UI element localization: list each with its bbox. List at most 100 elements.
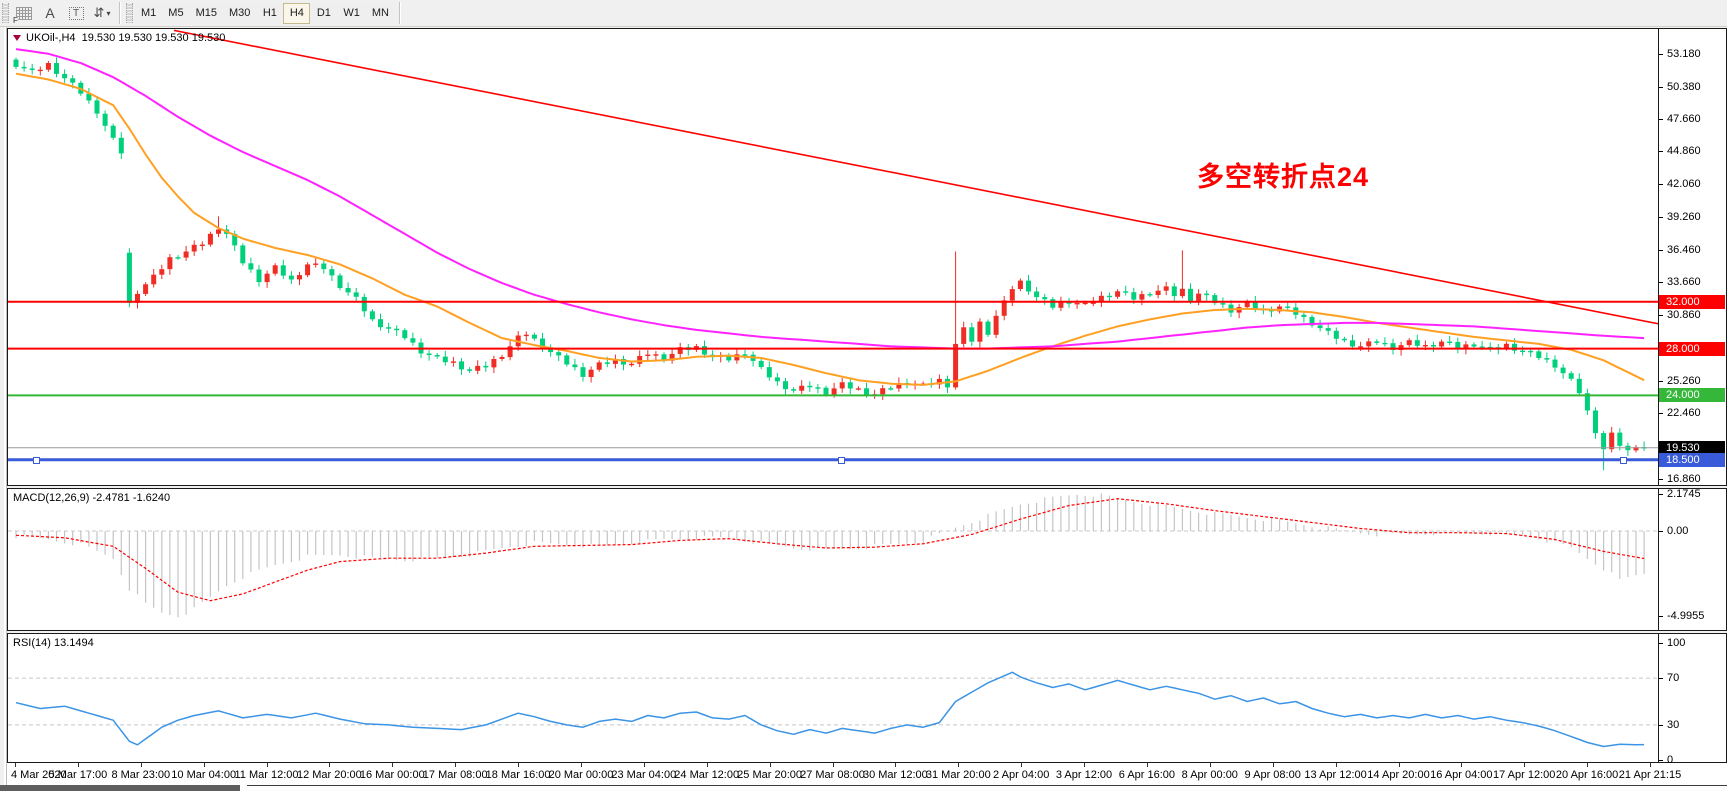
price-tick-label: 44.860: [1667, 145, 1701, 158]
symbol-dropdown-icon[interactable]: [13, 35, 21, 41]
hline-handle-0[interactable]: [33, 456, 40, 464]
hline-handle-1[interactable]: [838, 456, 845, 464]
price-level-box-18.500: 18.500: [1659, 452, 1725, 467]
arrows-glyph: ⇵: [93, 5, 105, 20]
toolbar-separator-2: [398, 2, 400, 24]
text-label-icon[interactable]: T: [63, 3, 89, 24]
snap-grid-icon[interactable]: F: [11, 3, 37, 25]
macd-signal-line: [15, 498, 1645, 602]
axis-tick: [1659, 494, 1663, 495]
time-label: 30 Mar 12:00: [862, 769, 928, 781]
time-tick: [140, 763, 142, 767]
rsi-tick-label: 70: [1667, 672, 1680, 685]
tf-button-m15[interactable]: M15: [189, 2, 223, 24]
macd-plot[interactable]: [8, 489, 1658, 630]
price-tick-label: 36.460: [1667, 243, 1701, 256]
grid-glyph: [16, 6, 32, 20]
time-label: 23 Mar 04:00: [611, 769, 677, 781]
rsi-line: [15, 671, 1645, 748]
time-tick: [643, 763, 645, 767]
toolbar: F A T ⇵ ▾ M1 M5 M15 M30 H1 H4 D1 W1 MN: [0, 0, 1727, 27]
tf-button-w1[interactable]: W1: [337, 2, 366, 24]
axis-tick: [1659, 380, 1663, 382]
time-label: 17 Mar 08:00: [422, 769, 488, 781]
time-tick: [1021, 763, 1023, 767]
time-tick: [203, 763, 205, 767]
time-tick: [1524, 763, 1526, 767]
tf-button-mn[interactable]: MN: [365, 2, 395, 24]
macd-tick-label: 0.00: [1667, 525, 1689, 537]
time-label: 18 Mar 16:00: [485, 769, 551, 781]
time-tick: [1146, 763, 1148, 767]
scrollbar-track[interactable]: [247, 785, 1727, 791]
time-label: 20 Mar 00:00: [548, 769, 614, 781]
price-chart-pane[interactable]: UKOil-,H4 19.530 19.530 19.530 19.530 多空…: [7, 28, 1727, 486]
arrow-objects-icon[interactable]: ⇵ ▾: [89, 3, 115, 24]
rsi-axis-line: [1658, 634, 1659, 762]
macd-axis: 2.1745 0.00 -4.9955: [1659, 488, 1726, 630]
time-label: 8 Mar 23:00: [111, 769, 171, 781]
rsi-tick-label: 0: [1667, 754, 1674, 766]
time-tick: [1461, 763, 1463, 767]
price-axis-line: [1658, 29, 1659, 485]
tf-button-m1[interactable]: M1: [135, 2, 163, 24]
axis-tick: [1659, 54, 1663, 55]
time-label: 13 Apr 12:00: [1304, 769, 1367, 781]
time-tick: [329, 763, 331, 767]
time-tick: [455, 763, 457, 767]
macd-tick-label: -4.9955: [1667, 609, 1705, 622]
hline-handle-2[interactable]: [1620, 456, 1627, 464]
axis-tick: [1659, 86, 1663, 88]
time-label: 12 Mar 20:00: [296, 769, 362, 781]
time-label: 16 Mar 00:00: [359, 769, 425, 781]
toolbar-grip-2[interactable]: [126, 3, 133, 23]
rsi-pane[interactable]: RSI(14) 13.1494 100 70 30 0: [7, 633, 1727, 766]
time-label: 4 Mar 2020: [11, 769, 67, 781]
price-level-box-19.530: 19.530: [1659, 440, 1725, 455]
horizontal-scrollbar[interactable]: [0, 785, 1727, 791]
axis-tick: [1659, 724, 1663, 726]
rsi-plot[interactable]: [8, 634, 1658, 762]
time-tick: [1335, 763, 1337, 767]
toolbar-grip[interactable]: [2, 3, 9, 23]
price-tick-label: 16.860: [1667, 472, 1701, 485]
time-tick: [266, 763, 268, 767]
axis-tick: [1659, 118, 1663, 120]
time-label: 16 Apr 04:00: [1430, 769, 1493, 781]
tf-button-h4[interactable]: H4: [283, 2, 311, 24]
price-tick-label: 22.460: [1667, 407, 1701, 420]
tf-button-m5[interactable]: M5: [162, 2, 190, 24]
time-label: 24 Mar 12:00: [674, 769, 740, 781]
descending-trendline[interactable]: [173, 29, 1658, 325]
chart-title: UKOil-,H4 19.530 19.530 19.530 19.530: [13, 32, 225, 44]
price-axis[interactable]: 53.180 50.380 47.660 44.860 42.060 39.260 36.4…: [1659, 29, 1726, 485]
time-tick: [1398, 763, 1400, 767]
tf-button-h1[interactable]: H1: [256, 2, 284, 24]
tf-button-m30[interactable]: M30: [222, 2, 257, 24]
macd-pane[interactable]: MACD(12,26,9) -2.4781 -1.6240 2.1745 0.00…: [7, 488, 1727, 631]
price-tick-label: 39.260: [1667, 210, 1701, 223]
text-annotation-icon[interactable]: A: [45, 5, 55, 21]
macd-tick-label: 2.1745: [1667, 488, 1701, 500]
time-axis[interactable]: 4 Mar 2020 5 Mar 17:00 8 Mar 23:00 10 Mar 0…: [7, 763, 1727, 785]
axis-tick: [1659, 216, 1663, 218]
rsi-tick-label: 100: [1667, 637, 1686, 649]
axis-tick: [1659, 531, 1663, 532]
axis-tick: [1659, 184, 1663, 186]
price-level-box-28.000: 28.000: [1659, 341, 1725, 356]
time-label: 5 Mar 17:00: [48, 769, 108, 781]
time-label: 10 Mar 04:00: [171, 769, 237, 781]
axis-tick: [1659, 678, 1663, 680]
toolbar-separator: [119, 2, 120, 24]
axis-tick: [1659, 315, 1663, 317]
scrollbar-thumb[interactable]: [0, 785, 240, 791]
time-label: 8 Apr 00:00: [1181, 769, 1238, 781]
axis-tick: [1659, 151, 1663, 153]
chart-annotation: 多空转折点24: [1197, 162, 1370, 192]
tf-button-d1[interactable]: D1: [310, 2, 338, 24]
rsi-axis: 100 70 30 0: [1659, 634, 1726, 766]
candlestick-plot[interactable]: [8, 29, 1658, 485]
axis-tick: [1659, 282, 1663, 284]
time-tick: [832, 763, 834, 767]
time-label: 27 Mar 08:00: [800, 769, 865, 781]
